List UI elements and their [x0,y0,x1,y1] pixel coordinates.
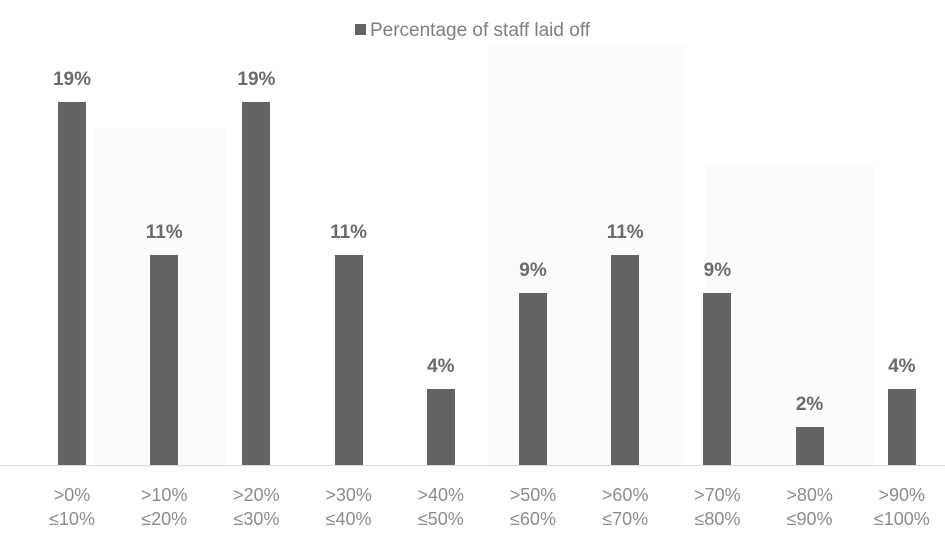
data-label: 11% [330,221,368,243]
x-tick-label-line: >60% [601,485,649,505]
x-tick-label-line: ≤100% [873,509,930,529]
x-tick-label-line: ≤90% [786,509,833,529]
x-tick-label: >50% ≤60% [487,483,579,531]
data-label: 4% [427,355,455,377]
x-axis-line [0,465,945,466]
data-label: 19% [237,69,276,91]
x-tick-label-line: >20% [233,485,280,505]
x-tick-label-line: >90% [878,485,926,505]
x-tick-label-line: ≤10% [49,509,95,529]
x-tick-label-line: >30% [325,485,372,505]
x-tick-label: >80% ≤90% [764,483,856,531]
bar [703,293,732,465]
data-label: 11% [606,221,644,243]
x-tick-label-line: ≤80% [694,509,741,529]
x-tick-label-line: ≤30% [233,509,280,529]
x-tick-label-line: ≤60% [510,509,556,529]
data-label: 9% [519,260,547,282]
x-tick-label-line: ≤40% [325,509,372,529]
x-tick-label-line: >0% [53,485,91,505]
data-label: 11% [145,221,183,243]
x-tick-label: >40% ≤50% [395,483,487,531]
x-tick-label: >70% ≤80% [671,483,763,531]
bar [519,293,547,465]
bar [795,426,824,465]
x-tick-label-line: ≤50% [417,509,464,529]
x-tick-label-line: >50% [509,485,557,505]
data-label: 2% [795,393,824,415]
x-tick-label: >30% ≤40% [303,483,395,531]
x-tick-label-line: >40% [417,485,465,505]
background-panel [488,45,684,468]
background-panel [705,165,873,468]
bar [887,388,916,465]
legend-label: Percentage of staff laid off [369,20,591,41]
bar [242,102,271,465]
bar [426,388,455,465]
x-tick-label-line: >70% [694,485,741,505]
x-tick-label-line: >10% [140,485,188,505]
x-tick-label: >10% ≤20% [118,483,210,531]
x-tick-label-line: ≤20% [141,509,188,529]
data-label: 19% [52,69,92,91]
x-tick-label: >60% ≤70% [579,483,671,531]
legend: Percentage of staff laid off [0,20,945,42]
x-tick-label-line: >80% [786,485,833,505]
x-tick-label: >20% ≤30% [210,483,302,531]
x-tick-label: >0% ≤10% [26,483,118,531]
bar [150,254,179,465]
x-tick-label-line: ≤70% [602,509,649,529]
data-label: 9% [703,260,732,282]
bar [611,254,640,465]
data-label: 4% [888,355,916,377]
legend-swatch [354,24,366,35]
x-tick-label: >90% ≤100% [856,483,945,531]
bar [58,102,86,465]
bar [334,254,363,465]
